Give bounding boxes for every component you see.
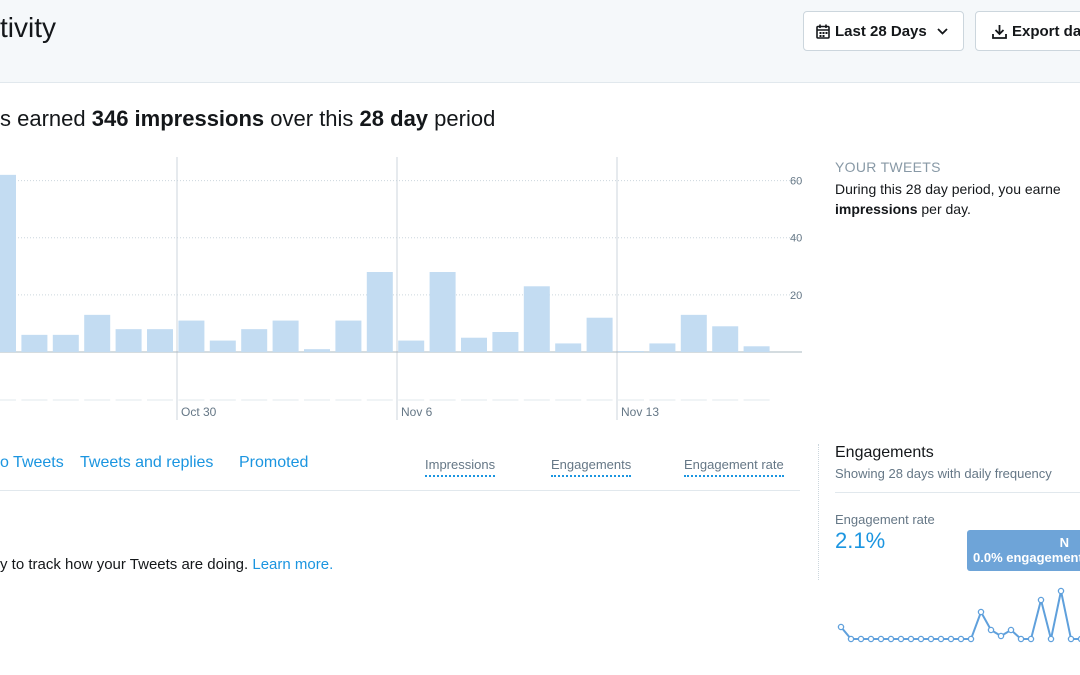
sparkline-point <box>1067 635 1075 643</box>
impression-bar <box>272 320 299 352</box>
summary-text: s earned <box>0 106 92 131</box>
impression-bar <box>680 314 707 352</box>
impression-bar <box>429 272 456 352</box>
impression-bar <box>649 343 676 352</box>
period-length: 28 day <box>359 106 429 131</box>
sparkline-line <box>840 590 1080 640</box>
impression-bar <box>618 351 644 352</box>
impression-bar <box>52 334 79 352</box>
sparkline-point <box>957 635 965 643</box>
impression-bar <box>523 286 550 352</box>
sparkline-point <box>997 632 1005 640</box>
engagements-panel: Engagements Showing 28 days with daily f… <box>835 444 1080 481</box>
y-tick-label: 60 <box>790 176 802 188</box>
your-tweets-heading: YOUR TWEETS <box>835 159 941 175</box>
engagements-subtitle: Showing 28 days with daily frequency <box>835 466 1052 481</box>
impression-bar <box>209 340 236 352</box>
impression-bar <box>586 317 613 352</box>
sparkline-point <box>1027 635 1035 643</box>
page-title: tivity <box>0 12 56 43</box>
impression-bar <box>398 340 425 352</box>
sparkline-point <box>1047 635 1055 643</box>
your-tweets-line2: per day. <box>917 201 971 217</box>
engagement-sparkline <box>837 587 1080 643</box>
impression-bar <box>178 320 205 352</box>
sparkline-point <box>907 635 915 643</box>
impression-bar <box>366 272 393 352</box>
sparkline-point <box>947 635 955 643</box>
tab-top-tweets[interactable]: o Tweets <box>0 454 64 471</box>
calendar-icon <box>816 24 830 39</box>
tooltip-line1: N <box>1059 535 1069 550</box>
section-divider <box>818 444 819 580</box>
metric-engagement-rate[interactable]: Engagement rate <box>684 457 784 477</box>
impression-bar <box>115 329 142 352</box>
sparkline-point <box>917 635 925 643</box>
impression-bar <box>21 334 48 352</box>
sparkline-point <box>867 635 875 643</box>
x-tick-label: Nov 13 <box>621 405 659 419</box>
sparkline-point <box>987 626 995 634</box>
sparkline-point <box>847 635 855 643</box>
impressions-summary: s earned 346 impressions over this 28 da… <box>0 106 495 132</box>
sparkline-point <box>1017 635 1025 643</box>
sparkline-point <box>857 635 865 643</box>
sparkline-point <box>977 608 985 616</box>
chevron-down-icon <box>937 27 948 35</box>
impression-bar <box>335 320 362 352</box>
sparkline-point <box>937 635 945 643</box>
sparkline-point <box>967 635 975 643</box>
sparkline-point <box>887 635 895 643</box>
engagements-title: Engagements <box>835 444 934 461</box>
your-tweets-line1: During this 28 day period, you earne <box>835 181 1061 197</box>
export-label: Export da <box>1012 22 1080 40</box>
sparkline-point <box>927 635 935 643</box>
sparkline-tooltip: N 0.0% engagement <box>967 530 1080 571</box>
summary-text: period <box>428 106 496 131</box>
y-tick-label: 40 <box>790 233 802 245</box>
learn-more-link[interactable]: Learn more. <box>252 556 334 573</box>
date-range-dropdown[interactable]: Last 28 Days <box>803 11 964 51</box>
summary-text: over this <box>264 106 360 131</box>
tab-tweets-and-replies[interactable]: Tweets and replies <box>80 454 214 471</box>
impression-bar <box>0 174 16 352</box>
export-data-button[interactable]: Export da <box>975 11 1080 51</box>
engagements-divider <box>835 492 1080 493</box>
your-tweets-text: During this 28 day period, you earne impr… <box>835 179 1080 219</box>
download-icon <box>992 24 1007 39</box>
help-text: y to track how your Tweets are doing. <box>0 556 253 573</box>
sparkline-point <box>837 623 845 631</box>
sparkline-point <box>1037 596 1045 604</box>
impression-bar <box>84 314 111 352</box>
engagement-rate-label: Engagement rate <box>835 512 935 527</box>
sparkline-point <box>897 635 905 643</box>
your-tweets-summary: YOUR TWEETS During this 28 day period, y… <box>835 159 1080 219</box>
tooltip-line2: 0.0% engagement <box>973 550 1080 565</box>
impression-bar <box>241 329 268 352</box>
y-tick-label: 20 <box>790 290 802 302</box>
engagement-rate-value: 2.1% <box>835 528 886 553</box>
impression-bar <box>304 349 330 352</box>
impressions-chart: 20 40 60 Oct 30 Nov 6 Nov 13 <box>0 157 802 420</box>
x-tick-label: Oct 30 <box>181 405 217 419</box>
metric-engagements[interactable]: Engagements <box>551 457 632 477</box>
x-tick-label: Nov 6 <box>401 405 433 419</box>
sparkline-point <box>1007 626 1015 634</box>
metric-impressions[interactable]: Impressions <box>425 457 496 477</box>
date-range-label: Last 28 Days <box>835 22 927 40</box>
empty-state-message: y to track how your Tweets are doing. Le… <box>0 556 333 573</box>
tweet-tabs: o Tweets Tweets and replies Promoted Imp… <box>0 454 800 491</box>
tab-promoted[interactable]: Promoted <box>239 454 309 471</box>
your-tweets-bold: impressions <box>835 201 918 217</box>
sparkline-point <box>1057 587 1065 595</box>
impression-bar <box>461 337 487 352</box>
page-header: tivity Last 28 Days Export da <box>0 0 1080 83</box>
impression-bar <box>492 332 519 352</box>
impression-bar <box>147 329 173 352</box>
impression-bar <box>712 326 739 352</box>
impression-bar <box>743 346 770 352</box>
sparkline-point <box>877 635 885 643</box>
impressions-total: 346 impressions <box>91 106 265 131</box>
impression-bar <box>555 343 582 352</box>
